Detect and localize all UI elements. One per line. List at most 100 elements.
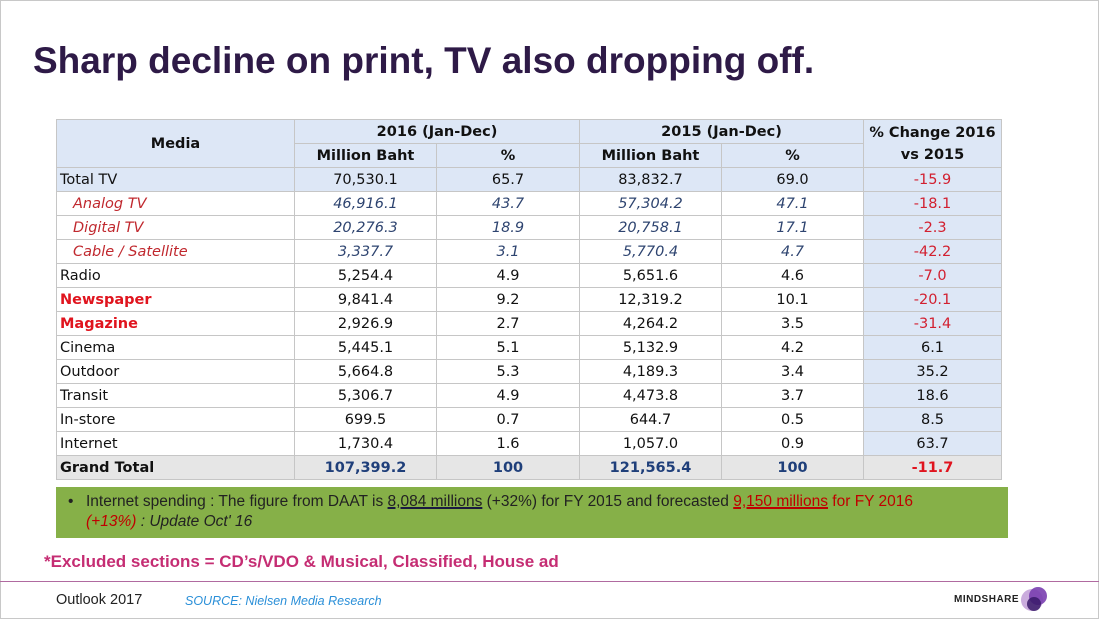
mb-2016-cell: 5,664.8	[294, 359, 437, 384]
pct-2015-cell: 0.5	[721, 407, 864, 432]
pct-2015-cell: 69.0	[721, 167, 864, 192]
mb-2015-cell: 1,057.0	[579, 431, 722, 456]
mb-2015-cell: 20,758.1	[579, 215, 722, 240]
mb-2016-cell: 3,337.7	[294, 239, 437, 264]
pct-2015-cell: 3.4	[721, 359, 864, 384]
pct-2015-cell: 17.1	[721, 215, 864, 240]
mb-2015-cell: 57,304.2	[579, 191, 722, 216]
table-row: Cinema 5,445.1 5.1 5,132.9 4.2 6.1	[56, 335, 1002, 360]
table-row: Cable / Satellite 3,337.7 3.1 5,770.4 4.…	[56, 239, 1002, 264]
pct-2015-cell: 4.2	[721, 335, 864, 360]
note-value-2015: 8,084 millions	[387, 493, 483, 510]
mb-2015-cell: 4,189.3	[579, 359, 722, 384]
header-percent-2016: %	[436, 143, 580, 168]
pct-2016-cell: 0.7	[436, 407, 580, 432]
media-cell: Newspaper	[56, 287, 295, 312]
pct-2016-cell: 3.1	[436, 239, 580, 264]
pct-2015-cell: 100	[721, 455, 864, 480]
pct-2016-cell: 43.7	[436, 191, 580, 216]
mb-2016-cell: 1,730.4	[294, 431, 437, 456]
media-cell: Internet	[56, 431, 295, 456]
pct-2016-cell: 5.3	[436, 359, 580, 384]
media-cell: Cable / Satellite	[56, 239, 295, 264]
mb-2016-cell: 70,530.1	[294, 167, 437, 192]
mb-2016-cell: 107,399.2	[294, 455, 437, 480]
table-row: Total TV 70,530.1 65.7 83,832.7 69.0 -15…	[56, 167, 1002, 192]
table-row-grand-total: Grand Total 107,399.2 100 121,565.4 100 …	[56, 455, 1002, 480]
change-cell: -20.1	[863, 287, 1002, 312]
excluded-sections-note: *Excluded sections = CD’s/VDO & Musical,…	[44, 552, 559, 571]
pct-2016-cell: 65.7	[436, 167, 580, 192]
table-row: Internet 1,730.4 1.6 1,057.0 0.9 63.7	[56, 431, 1002, 456]
mb-2015-cell: 5,651.6	[579, 263, 722, 288]
table-row: Radio 5,254.4 4.9 5,651.6 4.6 -7.0	[56, 263, 1002, 288]
note-part1: Internet spending : The figure from DAAT…	[86, 493, 388, 510]
mb-2016-cell: 20,276.3	[294, 215, 437, 240]
pct-2015-cell: 0.9	[721, 431, 864, 456]
note-part4: (+13%)	[86, 513, 137, 530]
pct-2015-cell: 3.7	[721, 383, 864, 408]
pct-2015-cell: 10.1	[721, 287, 864, 312]
pct-2016-cell: 9.2	[436, 287, 580, 312]
change-cell: -2.3	[863, 215, 1002, 240]
table-row: Magazine 2,926.9 2.7 4,264.2 3.5 -31.4	[56, 311, 1002, 336]
change-cell: -31.4	[863, 311, 1002, 336]
pct-2015-cell: 4.6	[721, 263, 864, 288]
note-part3: for FY 2016	[828, 493, 914, 510]
internet-note-box: • Internet spending : The figure from DA…	[56, 487, 1008, 538]
header-2015: 2015 (Jan-Dec)	[579, 119, 864, 144]
media-cell: Cinema	[56, 335, 295, 360]
pct-2015-cell: 3.5	[721, 311, 864, 336]
mb-2015-cell: 644.7	[579, 407, 722, 432]
pct-2016-cell: 4.9	[436, 263, 580, 288]
change-cell: -7.0	[863, 263, 1002, 288]
media-cell: Magazine	[56, 311, 295, 336]
mb-2015-cell: 4,473.8	[579, 383, 722, 408]
pct-2016-cell: 2.7	[436, 311, 580, 336]
header-million-baht-2015: Million Baht	[579, 143, 722, 168]
note-part2: (+32%) for FY 2015 and forecasted	[482, 493, 734, 510]
header-percent-2015: %	[721, 143, 864, 168]
mb-2015-cell: 5,132.9	[579, 335, 722, 360]
mb-2016-cell: 699.5	[294, 407, 437, 432]
pct-2016-cell: 4.9	[436, 383, 580, 408]
media-cell: Grand Total	[56, 455, 295, 480]
mb-2015-cell: 83,832.7	[579, 167, 722, 192]
pct-2016-cell: 18.9	[436, 215, 580, 240]
change-cell: 8.5	[863, 407, 1002, 432]
media-cell: Transit	[56, 383, 295, 408]
mb-2016-cell: 46,916.1	[294, 191, 437, 216]
slide-title: Sharp decline on print, TV also dropping…	[33, 40, 815, 81]
pct-2016-cell: 100	[436, 455, 580, 480]
bullet: •	[68, 493, 74, 510]
footer-divider	[0, 581, 1099, 582]
change-cell: 63.7	[863, 431, 1002, 456]
change-cell: -42.2	[863, 239, 1002, 264]
change-cell: 35.2	[863, 359, 1002, 384]
table-row: Analog TV 46,916.1 43.7 57,304.2 47.1 -1…	[56, 191, 1002, 216]
media-cell: Radio	[56, 263, 295, 288]
media-cell: Outdoor	[56, 359, 295, 384]
mb-2016-cell: 9,841.4	[294, 287, 437, 312]
note-part5: : Update Oct' 16	[136, 513, 253, 530]
mb-2016-cell: 5,306.7	[294, 383, 437, 408]
logo-mark-icon	[1021, 587, 1047, 611]
mb-2016-cell: 5,254.4	[294, 263, 437, 288]
change-cell: -15.9	[863, 167, 1002, 192]
logo-text: MINDSHARE	[954, 594, 1020, 605]
media-spend-table: Media 2016 (Jan-Dec) 2015 (Jan-Dec) % Ch…	[56, 119, 1002, 480]
table-row: Newspaper 9,841.4 9.2 12,319.2 10.1 -20.…	[56, 287, 1002, 312]
pct-2016-cell: 1.6	[436, 431, 580, 456]
footer-outlook: Outlook 2017	[56, 592, 143, 608]
change-cell: -11.7	[863, 455, 1002, 480]
media-cell: Total TV	[56, 167, 295, 192]
header-media: Media	[56, 119, 295, 168]
media-cell: Digital TV	[56, 215, 295, 240]
header-change: % Change 2016 vs 2015	[863, 119, 1002, 168]
change-cell: -18.1	[863, 191, 1002, 216]
pct-2016-cell: 5.1	[436, 335, 580, 360]
pct-2015-cell: 47.1	[721, 191, 864, 216]
table-row: Outdoor 5,664.8 5.3 4,189.3 3.4 35.2	[56, 359, 1002, 384]
note-value-2016: 9,150 millions	[733, 493, 828, 510]
table-row: Transit 5,306.7 4.9 4,473.8 3.7 18.6	[56, 383, 1002, 408]
